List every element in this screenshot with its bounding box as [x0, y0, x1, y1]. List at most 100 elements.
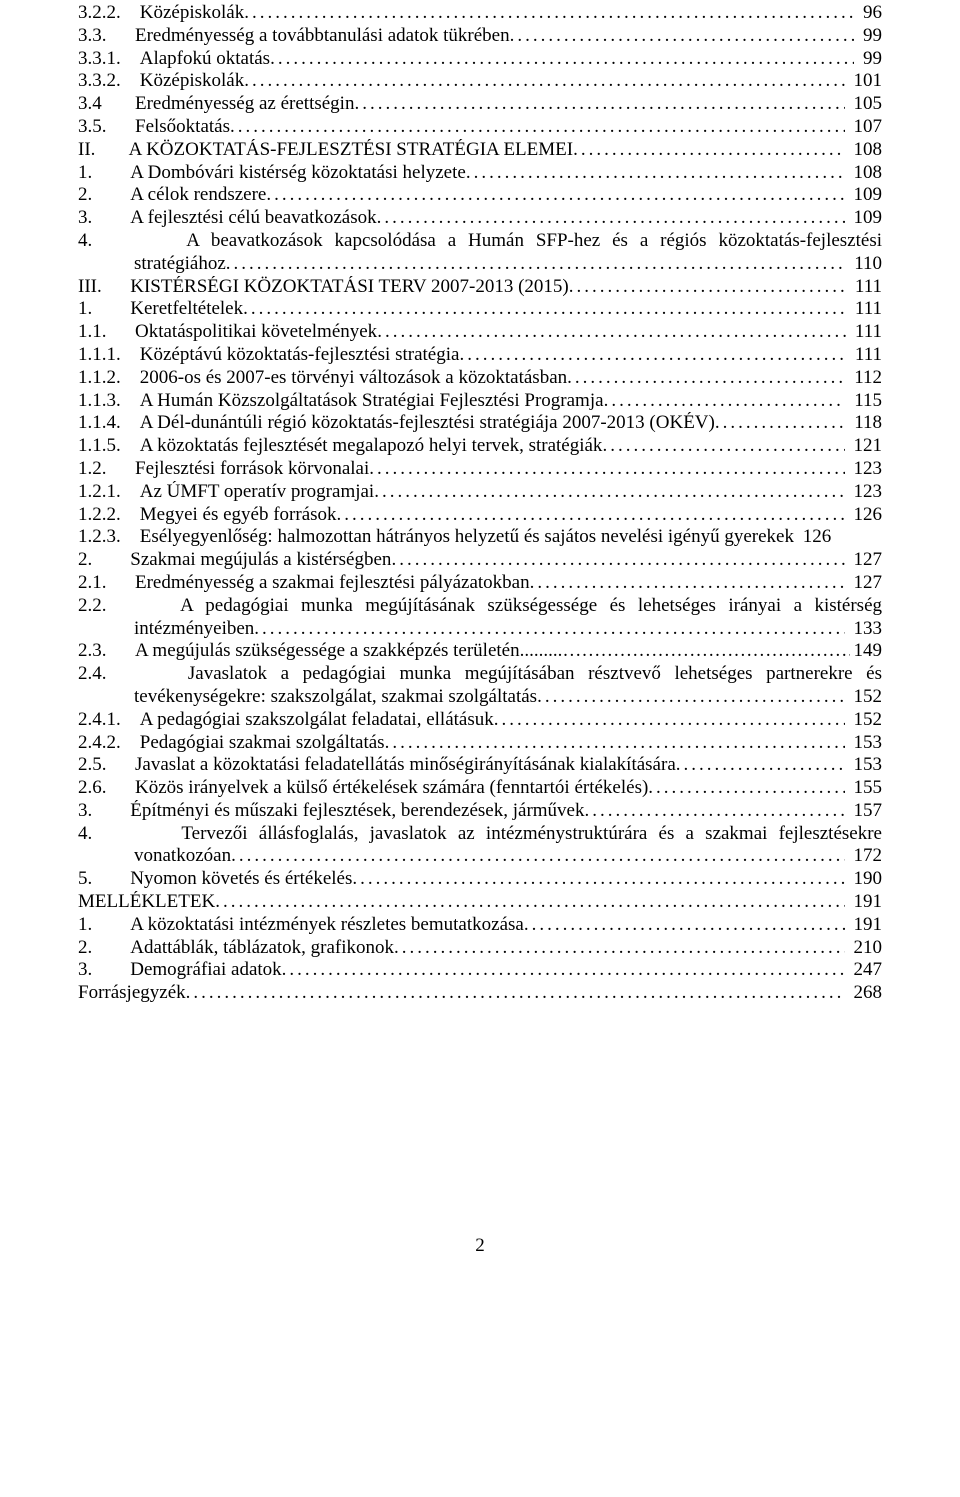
toc-entry: 1.2.1. Az ÚMFT operatív programjai 123 — [78, 481, 882, 504]
toc-page-number: 99 — [854, 48, 882, 71]
toc-entry: 1.1.2. 2006-os és 2007-es törvényi válto… — [78, 367, 882, 390]
toc-page-number: 149 — [850, 640, 883, 663]
toc-leader-dots — [231, 845, 845, 868]
toc-leader-dots — [243, 298, 846, 321]
toc-entry: 2.1. Eredményesség a szakmai fejlesztési… — [78, 572, 882, 595]
toc-label: 3. — [78, 959, 130, 982]
toc-title: Nyomon követés és értékelés — [130, 868, 352, 891]
toc-label: 3.3.1. — [78, 48, 140, 71]
toc-leader-dots — [215, 891, 845, 914]
toc-leader-dots — [352, 868, 844, 891]
toc-leader-dots — [391, 549, 844, 572]
toc-label: 1.1.2. — [78, 367, 140, 390]
toc-title: Tervezői állásfoglalás, javaslatok az in… — [181, 823, 882, 844]
table-of-contents: 3.2.2. Középiskolák 963.3. Eredményesség… — [78, 2, 882, 1005]
toc-label: 1.1.4. — [78, 412, 140, 435]
toc-label: 2.5. — [78, 754, 135, 777]
toc-title: tevékenységekre: szakszolgálat, szakmai … — [134, 686, 537, 709]
toc-title: Középiskolák — [140, 70, 244, 93]
toc-page-number: 268 — [845, 982, 882, 1005]
toc-label: Forrásjegyzék — [78, 982, 186, 1005]
toc-title: vonatkozóan — [134, 845, 231, 868]
toc-label: 1.2.1. — [78, 481, 140, 504]
toc-entry: 5. Nyomon követés és értékelés 190 — [78, 868, 882, 891]
toc-leader-dots — [510, 25, 855, 48]
toc-title: Felsőoktatás — [135, 116, 230, 139]
toc-entry: 3.3. Eredményesség a továbbtanulási adat… — [78, 25, 882, 48]
toc-page-number: 126 — [845, 504, 882, 527]
toc-entry-continuation: intézményeiben 133 — [78, 618, 882, 641]
toc-title: Szakmai megújulás a kistérségben — [130, 549, 391, 572]
toc-entry: 2.5. Javaslat a közoktatási feladatellát… — [78, 754, 882, 777]
toc-page-number: 101 — [845, 70, 882, 93]
toc-page-number: 105 — [845, 93, 882, 116]
toc-page-number: 108 — [845, 139, 882, 162]
toc-leader-dots: ......... — [520, 640, 563, 663]
toc-title: Oktatáspolitikai követelmények — [135, 321, 377, 344]
toc-leader-dots — [244, 2, 854, 25]
toc-page-number: 127 — [845, 549, 882, 572]
toc-label: 3.3. — [78, 25, 135, 48]
toc-leader-dots — [715, 412, 846, 435]
toc-page-number: 123 — [845, 458, 882, 481]
toc-title: Esélyegyenlőség: halmozottan hátrányos h… — [140, 526, 794, 549]
toc-label: III. — [78, 276, 130, 299]
toc-label: 2.4.2. — [78, 732, 140, 755]
toc-title: A célok rendszere — [130, 184, 266, 207]
toc-page-number: 191 — [845, 914, 882, 937]
toc-title: Az ÚMFT operatív programjai — [140, 481, 374, 504]
toc-entry-continuation: stratégiához 110 — [78, 253, 882, 276]
toc-leader-dots — [573, 139, 845, 162]
toc-title: 2006-os és 2007-es törvényi változások a… — [140, 367, 567, 390]
toc-entry: 3.2.2. Középiskolák 96 — [78, 2, 882, 25]
toc-leader-dots — [604, 390, 846, 413]
toc-entry: 2.3. A megújulás szükségessége a szakkép… — [78, 640, 882, 663]
toc-leader-dots: ………………………………………… — [562, 640, 849, 663]
toc-page-number: 115 — [845, 390, 882, 413]
toc-label: 3. — [78, 800, 130, 823]
toc-entry: II. A KÖZOKTATÁS-FEJLESZTÉSI STRATÉGIA E… — [78, 139, 882, 162]
toc-label: II. — [78, 139, 129, 162]
toc-page-number: 247 — [845, 959, 882, 982]
toc-title: A pedagógiai munka megújításának szükség… — [180, 595, 882, 616]
toc-entry: 2.6. Közös irányelvek a külső értékelése… — [78, 777, 882, 800]
toc-leader-dots — [377, 207, 845, 230]
toc-label: 2.2. — [78, 595, 180, 616]
toc-entry: 2.4.1. A pedagógiai szakszolgálat felada… — [78, 709, 882, 732]
toc-entry: 1.2.3. Esélyegyenlőség: halmozottan hátr… — [78, 526, 882, 549]
toc-entry: 1.1. Oktatáspolitikai követelmények 111 — [78, 321, 882, 344]
toc-entry-continuation: tevékenységekre: szakszolgálat, szakmai … — [78, 686, 882, 709]
toc-page-number: 109 — [845, 184, 882, 207]
toc-entry: 1.1.1. Középtávú közoktatás-fejlesztési … — [78, 344, 882, 367]
toc-title: A Dél-dunántúli régió közoktatás-fejlesz… — [140, 412, 715, 435]
toc-leader-dots — [537, 686, 845, 709]
toc-leader-dots — [266, 184, 844, 207]
toc-label: 4. — [78, 230, 186, 251]
toc-leader-dots — [186, 982, 845, 1005]
toc-leader-dots — [377, 321, 846, 344]
toc-leader-dots — [567, 367, 845, 390]
toc-entry: MELLÉKLETEK 191 — [78, 891, 882, 914]
toc-title: Közös irányelvek a külső értékelések szá… — [135, 777, 648, 800]
toc-page-number: 111 — [846, 298, 882, 321]
toc-title: Eredményesség az érettségin — [135, 93, 354, 116]
toc-label: 2. — [78, 184, 130, 207]
toc-page-number: 111 — [846, 321, 882, 344]
toc-page-number: 110 — [845, 253, 882, 276]
toc-title: Demográfiai adatok — [130, 959, 281, 982]
toc-leader-dots — [230, 116, 845, 139]
toc-label: 2. — [78, 549, 130, 572]
toc-page-number: 210 — [845, 937, 882, 960]
toc-page-number: 191 — [845, 891, 882, 914]
toc-title: Pedagógiai szakmai szolgáltatás — [140, 732, 385, 755]
toc-label: 1.1.1. — [78, 344, 140, 367]
toc-page-number: 107 — [845, 116, 882, 139]
toc-page-number: 111 — [846, 344, 882, 367]
toc-entry: III. KISTÉRSÉGI KÖZOKTATÁSI TERV 2007-20… — [78, 276, 882, 299]
toc-leader-dots — [569, 276, 846, 299]
toc-leader-dots — [676, 754, 845, 777]
toc-label: 3. — [78, 207, 130, 230]
toc-page-number: 172 — [845, 845, 882, 868]
toc-page-number: 109 — [845, 207, 882, 230]
toc-label: 1.1. — [78, 321, 135, 344]
